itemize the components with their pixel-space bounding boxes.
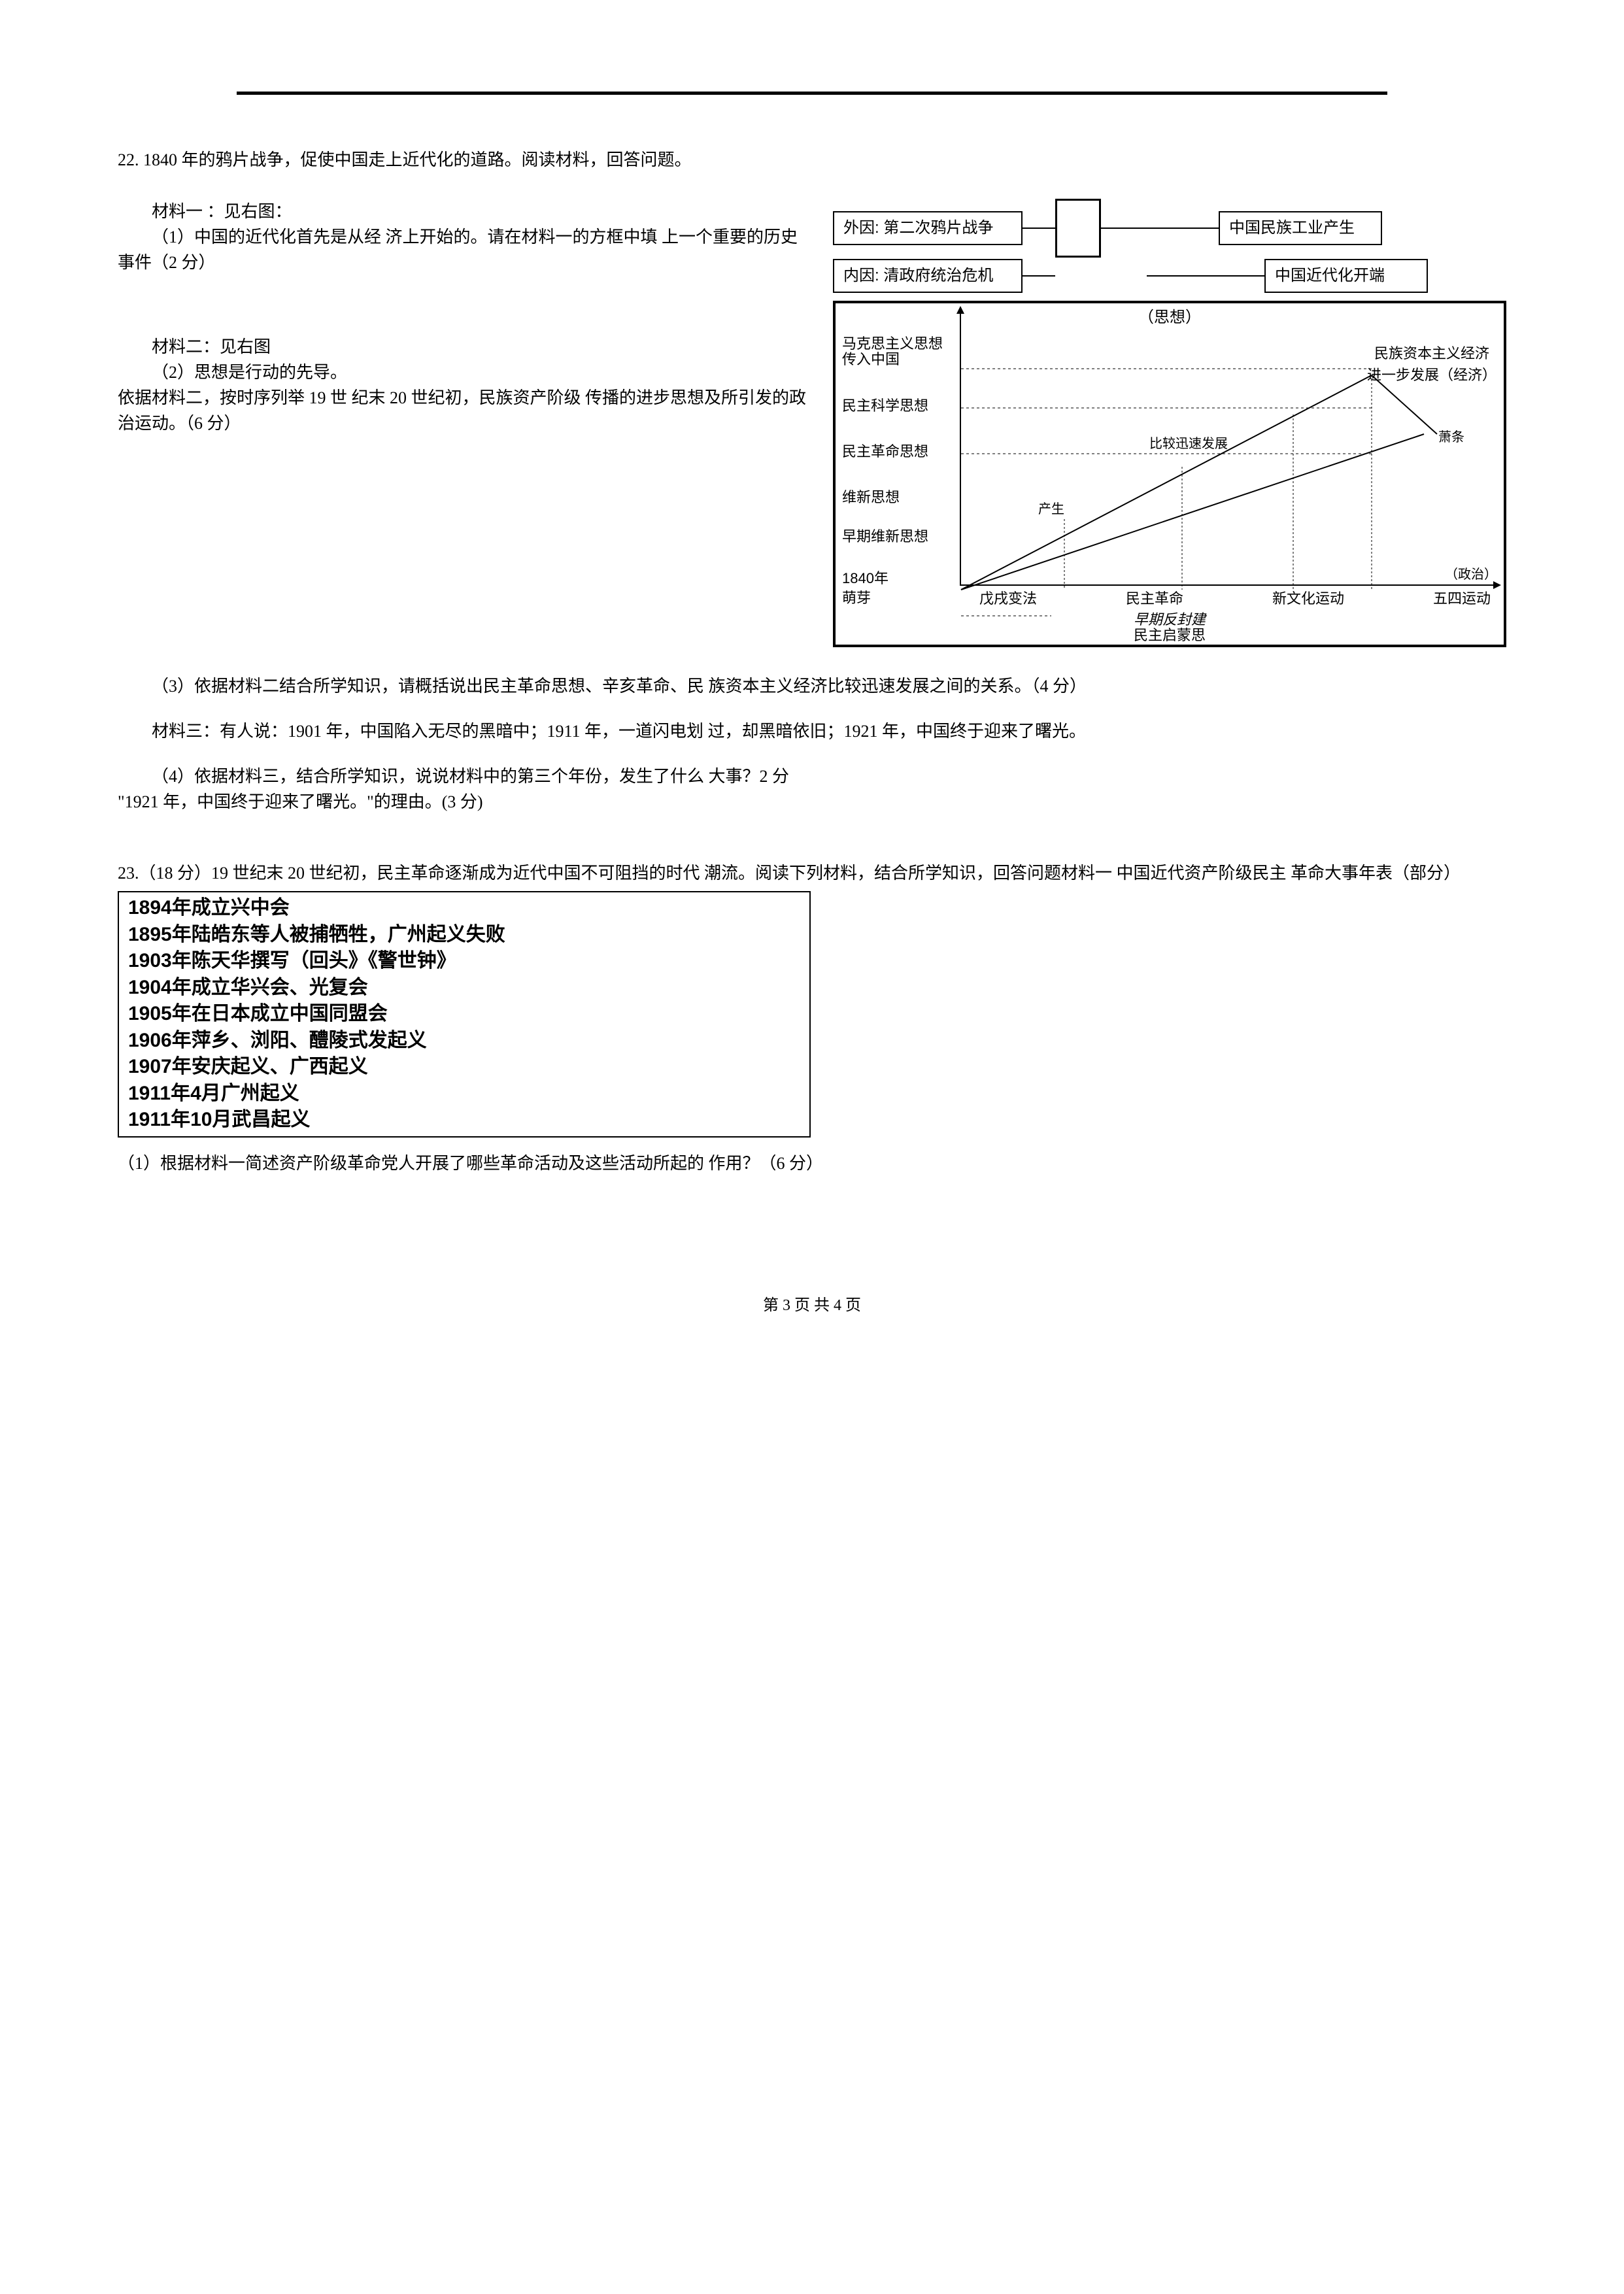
figure-2: （思想） 马克思主义思想传入中国 民主科学思想 民主革命思想 维新思想 早期维新…: [833, 301, 1506, 647]
table-row: 1911年10月武昌起义: [128, 1107, 800, 1134]
fig2-xlabel-1: 民主革命: [1126, 588, 1183, 609]
q23-events-table: 1894年成立兴中会 1895年陆皓东等人被捕牺牲，广州起义失败 1903年陈天…: [118, 891, 811, 1138]
fig2-xlabel-2: 新文化运动: [1272, 588, 1344, 609]
table-row: 1907年安庆起义、广西起义: [128, 1054, 800, 1081]
q22-sub1: （1）中国的近代化首先是从经 济上开始的。请在材料一的方框中填 上一个重要的历史…: [118, 224, 813, 275]
table-row: 1895年陆皓东等人被捕牺牲，广州起义失败: [128, 922, 800, 949]
fig2-bottom-center: 民主启蒙思: [836, 624, 1504, 646]
table-row: 1904年成立华兴会、光复会: [128, 975, 800, 1002]
fig2-left-bottom: 萌芽: [842, 587, 871, 609]
page-top-rule: [237, 92, 1387, 95]
table-row: 1903年陈天华撰写（回头》《警世钟》: [128, 948, 800, 975]
q22-left-column: 材料一 ：见右图： （1）中国的近代化首先是从经 济上开始的。请在材料一的方框中…: [118, 199, 820, 647]
q22-sub1-text: （1）中国的近代化首先是从经 济上开始的。请在材料一的方框中填 上一个重要的历史…: [118, 228, 798, 272]
table-row: 1906年萍乡、浏阳、醴陵式发起义: [128, 1028, 800, 1054]
fig1-box-outer-cause: 外因: 第二次鸦片战争: [833, 211, 1023, 245]
fig1-box-modernization: 中国近代化开端: [1264, 259, 1428, 293]
fig2-xlabel-0: 戊戌变法: [979, 588, 1037, 609]
q22-sub4a: （4）依据材料三，结合所学知识，说说材料中的第三个年份，发生了什么 大事？2 分: [118, 764, 1506, 789]
fig1-connector: [1101, 228, 1219, 229]
fig2-xlabel-3: 五四运动: [1433, 588, 1491, 609]
material-2-label: 材料二：见右图: [118, 334, 813, 360]
q22-sub4b: "1921 年，中国终于迎来了曙光。"的理由。(3 分): [118, 789, 1506, 815]
q22-intro: 22. 1840 年的鸦片战争，促使中国走上近代化的道路。阅读材料，回答问题。: [118, 147, 1506, 173]
fig1-connector: [1023, 275, 1055, 277]
fig1-connector: [1147, 275, 1264, 277]
table-row: 1905年在日本成立中国同盟会: [128, 1001, 800, 1028]
q22-sub2a: （2）思想是行动的先导。: [118, 360, 813, 385]
q23-sub1: （1）根据材料一简述资产阶级革命党人开展了哪些革命活动及这些活动所起的 作用？（…: [118, 1151, 1506, 1176]
table-row: 1894年成立兴中会: [128, 895, 800, 922]
fig1-connector: [1023, 228, 1055, 229]
figure-1: 外因: 第二次鸦片战争 中国民族工业产生 内因: 清政府统治危机 中国近代化开端: [833, 199, 1506, 293]
fig1-row-1: 外因: 第二次鸦片战争 中国民族工业产生: [833, 199, 1506, 258]
q22-sub2b: 依据材料二，按时序列举 19 世 纪末 20 世纪初，民族资产阶级 传播的进步思…: [118, 385, 813, 436]
table-row: 1911年4月广州起义: [128, 1081, 800, 1107]
fig2-x-labels: 戊戌变法 民主革命 新文化运动 五四运动: [979, 588, 1491, 609]
q23-intro: 23.（18 分）19 世纪末 20 世纪初，民主革命逐渐成为近代中国不可阻挡的…: [118, 860, 1506, 886]
page: 22. 1840 年的鸦片战争，促使中国走上近代化的道路。阅读材料，回答问题。 …: [0, 0, 1624, 1383]
fig1-box-inner-cause: 内因: 清政府统治危机: [833, 259, 1023, 293]
fig1-box-industry: 中国民族工业产生: [1219, 211, 1382, 245]
page-footer: 第 3 页 共 4 页: [118, 1294, 1506, 1317]
q22-sub3: （3）依据材料二结合所学知识，请概括说出民主革命思想、辛亥革命、民 族资本主义经…: [118, 673, 1506, 699]
material-1-label: 材料一 ：见右图：: [118, 199, 813, 224]
material-3: 材料三：有人说：1901 年，中国陷入无尽的黑暗中；1911 年，一道闪电划 过…: [118, 718, 1506, 744]
q22-layout: 材料一 ：见右图： （1）中国的近代化首先是从经 济上开始的。请在材料一的方框中…: [118, 199, 1506, 647]
fig1-row-2: 内因: 清政府统治危机 中国近代化开端: [833, 259, 1506, 293]
q22-right-column: 外因: 第二次鸦片战争 中国民族工业产生 内因: 清政府统治危机 中国近代化开端: [833, 199, 1506, 647]
